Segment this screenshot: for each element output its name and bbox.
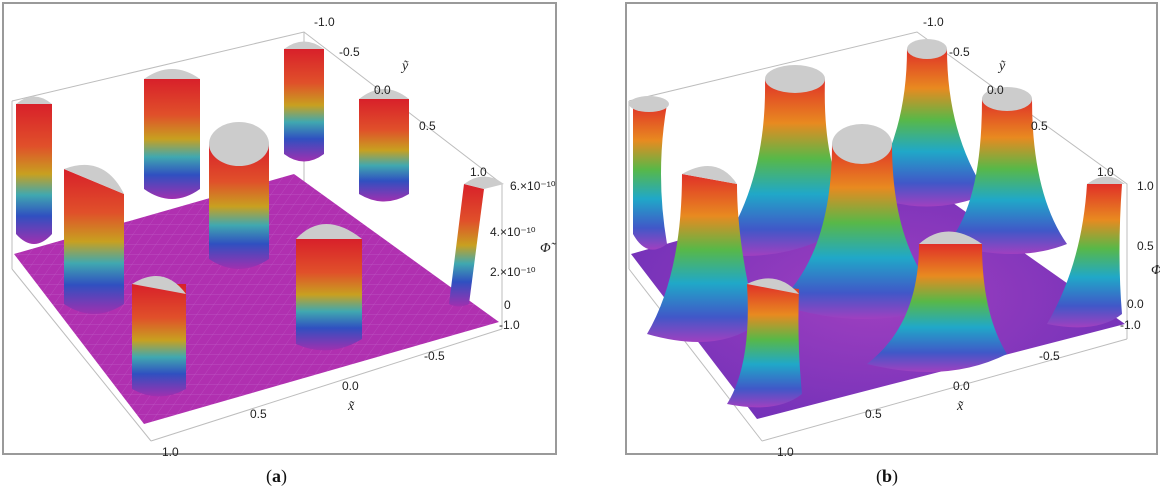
y-tick-a-4: 1.0 xyxy=(470,165,487,179)
y-tick-a-1: -0.5 xyxy=(339,45,360,59)
x-axis-label-b: x̃ xyxy=(956,399,964,414)
panel-b: -1.0 -0.5 0.0 0.5 1.0 ỹ 0.0 0.5 1.0 Φ̃ … xyxy=(625,2,1160,457)
surface-peaks-a xyxy=(16,41,504,397)
y-tick-b-0: -1.0 xyxy=(923,15,944,29)
x-tick-b-1: 0.5 xyxy=(865,407,882,421)
z-tick-b-2: 1.0 xyxy=(1137,179,1154,193)
x-tick-b-0: 1.0 xyxy=(777,445,794,457)
x-tick-a-2: 0.0 xyxy=(342,379,359,393)
y-tick-b-2: 0.0 xyxy=(987,83,1004,97)
y-axis-ticks-b: -1.0 -0.5 0.0 0.5 1.0 xyxy=(923,15,1114,179)
caption-a-letter: a xyxy=(272,466,281,486)
x-tick-a-0: 1.0 xyxy=(162,445,179,457)
x-axis-ticks-b: 1.0 0.5 0.0 -0.5 -1.0 xyxy=(777,318,1141,457)
y-axis-label-b: ỹ xyxy=(997,59,1006,74)
x-tick-b-2: 0.0 xyxy=(953,379,970,393)
x-tick-b-4: -1.0 xyxy=(1120,318,1141,332)
x-tick-a-3: -0.5 xyxy=(424,349,445,363)
z-tick-b-1: 0.5 xyxy=(1137,239,1154,253)
z-axis-label-a: Φ̃ xyxy=(540,241,557,256)
y-tick-a-3: 0.5 xyxy=(419,119,436,133)
y-tick-a-0: -1.0 xyxy=(314,15,335,29)
y-axis-label-a: ỹ xyxy=(400,59,409,74)
y-tick-b-4: 1.0 xyxy=(1097,165,1114,179)
z-tick-a-3: 6.×10⁻¹⁰ xyxy=(510,179,556,193)
panel-a: -1.0 -0.5 0.0 0.5 1.0 ỹ 0 2.×10⁻¹⁰ 4.×1… xyxy=(2,2,557,457)
z-tick-a-1: 2.×10⁻¹⁰ xyxy=(490,265,536,279)
z-axis-ticks-a: 0 2.×10⁻¹⁰ 4.×10⁻¹⁰ 6.×10⁻¹⁰ xyxy=(490,179,556,312)
z-tick-b-0: 0.0 xyxy=(1127,297,1144,311)
x-tick-a-4: -1.0 xyxy=(499,318,520,332)
z-tick-a-2: 4.×10⁻¹⁰ xyxy=(490,225,536,239)
x-axis-ticks-a: 1.0 0.5 0.0 -0.5 -1.0 xyxy=(162,318,520,457)
z-axis-ticks-b: 0.0 0.5 1.0 xyxy=(1127,179,1154,311)
caption-b-letter: b xyxy=(882,466,893,486)
x-tick-b-3: -0.5 xyxy=(1039,349,1060,363)
z-axis-label-b: Φ̃ xyxy=(1151,263,1160,278)
y-axis-ticks-a: -1.0 -0.5 0.0 0.5 1.0 xyxy=(314,15,487,179)
caption-a: (a) xyxy=(266,466,287,486)
y-tick-b-1: -0.5 xyxy=(949,45,970,59)
surface-plot-a: -1.0 -0.5 0.0 0.5 1.0 ỹ 0 2.×10⁻¹⁰ 4.×1… xyxy=(11,15,557,457)
surface-peaks-b xyxy=(629,39,1125,408)
z-tick-a-0: 0 xyxy=(504,298,511,312)
y-tick-a-2: 0.0 xyxy=(374,83,391,97)
surface-plot-b: -1.0 -0.5 0.0 0.5 1.0 ỹ 0.0 0.5 1.0 Φ̃ … xyxy=(628,15,1160,457)
x-tick-a-1: 0.5 xyxy=(250,407,267,421)
caption-b: (b) xyxy=(876,466,899,486)
y-tick-b-3: 0.5 xyxy=(1031,119,1048,133)
x-axis-label-a: x̃ xyxy=(347,399,355,414)
